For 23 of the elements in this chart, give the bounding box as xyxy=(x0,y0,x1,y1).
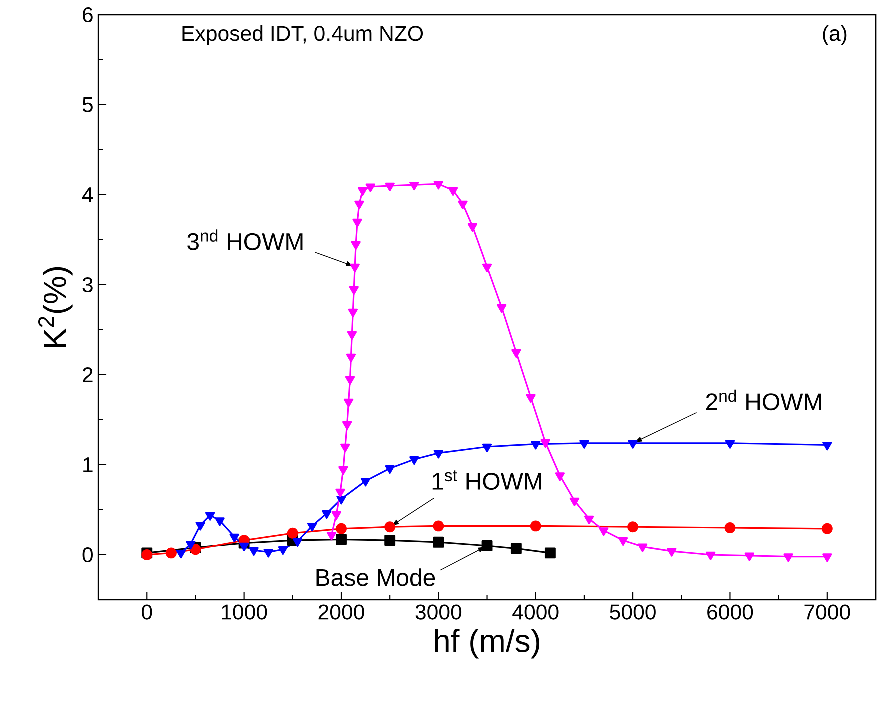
x-tick-label: 0 xyxy=(142,604,152,620)
x-tick-label: 7000 xyxy=(804,604,850,620)
x-tick-label: 2000 xyxy=(318,604,364,620)
y-tick-label: 5 xyxy=(82,98,93,112)
annotation: 2$^{nd}$ HOWM xyxy=(706,390,822,411)
y-axis-title: K$^{2}$(%) xyxy=(38,267,73,347)
x-tick-label: 6000 xyxy=(708,604,754,620)
annotation: 1$^{st}$ HOWM xyxy=(432,470,542,490)
y-tick-label: 2 xyxy=(83,368,93,382)
annotation: (a) xyxy=(823,26,847,46)
x-axis-title: hf (m/s) xyxy=(435,628,540,659)
x-tick-label: 5000 xyxy=(610,604,656,620)
x-tick-label: 4000 xyxy=(512,604,559,620)
y-tick-label: 1 xyxy=(84,458,93,472)
x-tick-label: 1000 xyxy=(222,604,268,620)
annotation: 3$^{nd}$ HOWM xyxy=(188,230,303,250)
y-tick-label: 4 xyxy=(82,188,94,202)
x-tick-label: 3000 xyxy=(416,604,462,620)
y-tick-label: 3 xyxy=(82,277,93,293)
y-tick-label: 6 xyxy=(83,7,93,23)
annotation: Base Mode xyxy=(316,568,436,586)
y-tick-label: 0 xyxy=(82,547,93,563)
annotation: Exposed IDT, 0.4um NZO xyxy=(182,26,424,46)
